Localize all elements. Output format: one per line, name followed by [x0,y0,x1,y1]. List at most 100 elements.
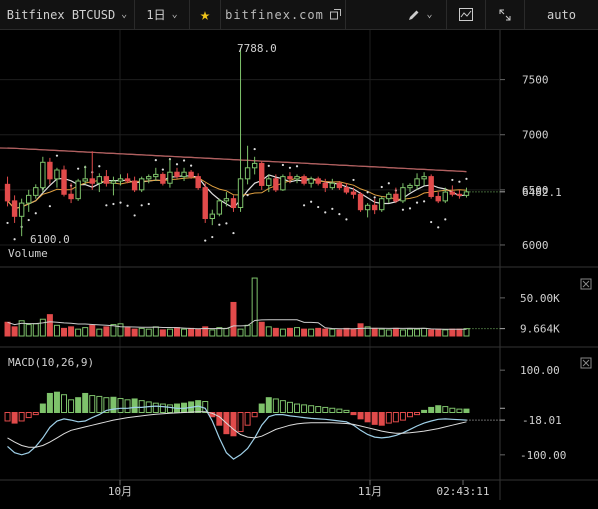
candle-up [110,180,117,184]
interval-selector[interactable]: 1日 ⌄ [135,0,190,29]
scale-mode-button[interactable]: auto [525,0,598,29]
draw-tool-button[interactable]: ⌄ [395,0,447,29]
sar-dot [267,164,270,167]
volume-bar-up [442,329,449,337]
sar-dot [147,202,150,206]
volume-pane: Volume [4,247,592,337]
close-icon [582,280,590,288]
candle-up [421,176,427,180]
candle-down [61,169,67,195]
volume-bar-up [209,329,216,337]
candle-up [280,176,286,191]
ma-slow-line [7,147,467,173]
volume-bar-up [406,328,413,337]
candle-down [357,193,364,211]
favorite-button[interactable]: ★ [190,0,221,29]
candle-down [103,176,110,184]
sar-dot [373,196,376,199]
macd-hist-positive [421,409,428,413]
site-link[interactable]: bitfinex.com [221,0,346,29]
macd-hist-negative [11,412,18,424]
chart-image-icon [459,8,473,21]
volume-ma-line [7,319,467,330]
candle-down [336,182,343,189]
snapshot-button[interactable] [447,0,486,29]
candle-up [463,191,470,196]
macd-line [7,405,467,460]
sar-dot [126,204,129,207]
price-pane: 7788.0 6100.0 [0,42,500,246]
macd-hist-positive [265,397,272,413]
candle-down [435,195,441,202]
sar-dot [232,231,235,235]
candle-down [259,162,265,186]
macd-hist-positive [272,398,279,414]
candle-up [294,176,300,180]
candle-up [251,162,258,169]
volume-bar-down [230,301,237,337]
macd-hist-negative [406,412,413,418]
candle-up [386,193,392,200]
volume-bar-down [315,327,322,337]
macd-hist-negative [25,412,32,419]
volume-bar-down [258,321,265,337]
macd-hist-positive [294,403,301,413]
volume-bar-down [68,326,75,337]
candle-up [117,178,124,182]
volume-bar-down [195,328,202,337]
candle-down [47,161,53,180]
volume-bar-down [301,328,308,337]
ma-fast-line [7,174,467,210]
macd-hist-positive [89,395,96,414]
time-axis-label: 11月 [358,485,382,498]
volume-bar-up [138,327,145,337]
candle-down [202,187,208,220]
volume-title: Volume [8,247,48,260]
sar-dot [218,223,221,226]
sar-dot [437,226,440,229]
sar-dot [190,164,193,167]
sar-dot [331,207,334,210]
volume-bar-up [244,324,251,337]
volume-bar-down [46,314,53,337]
candle-up [33,187,39,196]
volume-bar-down [131,328,138,337]
volume-bar-up [117,323,124,337]
macd-hist-positive [68,399,75,413]
sar-dot [48,205,51,208]
macd-hist-positive [449,407,456,413]
macd-hist-negative [237,412,244,433]
sar-dot [281,163,284,167]
sar-dot [253,147,256,151]
macd-hist-positive [152,402,159,414]
candle-down [393,193,399,202]
volume-axis-tick-label: 50.00K [520,292,560,305]
candle-down [68,193,74,200]
candle-up [146,176,152,180]
chart-area[interactable]: 7788.0 6100.0 Volume MACD(10,26,9) 6000 65… [0,30,598,509]
candle-up [96,176,103,184]
candle-down [273,178,279,191]
volume-bar-up [251,277,258,337]
volume-bar-up [96,328,103,337]
volume-bar-down [202,326,209,337]
volume-last-label: 9.664K [520,323,560,336]
candle-up [26,194,32,204]
macd-hist-positive [322,406,329,414]
macd-hist-negative [378,412,385,426]
macd-hist-positive [110,396,117,414]
macd-axis-tick-label: -100.00 [520,449,566,462]
symbol-label: Bitfinex BTCUSD [6,7,116,22]
fullscreen-button[interactable] [486,0,525,29]
candle-up [414,178,420,186]
candle-up [237,178,244,208]
volume-bar-down [272,327,279,337]
sar-dot [204,239,207,242]
sar-dot [415,201,419,204]
candle-up [308,178,314,184]
macd-hist-positive [46,392,53,414]
macd-hist-positive [308,405,315,413]
sar-dot [302,204,306,207]
symbol-selector[interactable]: Bitfinex BTCUSD ⌄ [0,0,135,29]
macd-hist-positive [343,409,350,413]
